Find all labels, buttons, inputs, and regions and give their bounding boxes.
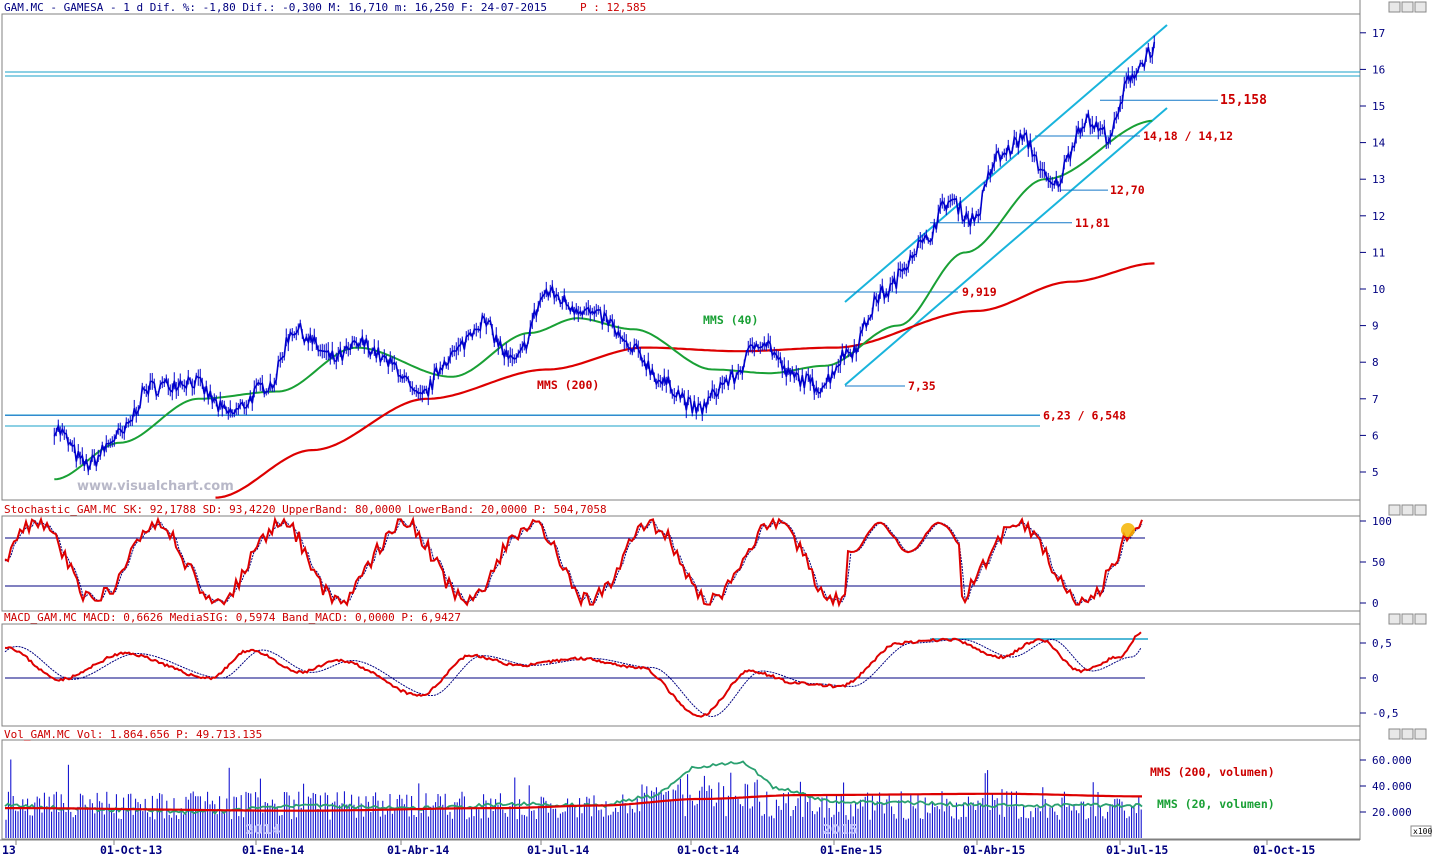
price-tick-label: 5 bbox=[1372, 466, 1379, 479]
volume-panel: Vol_GAM.MC Vol: 1.864.656 P: 49.713.135 … bbox=[4, 728, 1432, 838]
level-labels: 15,158 14,18 / 14,12 12,70 11,81 9,919 7,35 6,… bbox=[908, 93, 1267, 422]
volume-tick-label: 20.000 bbox=[1372, 806, 1412, 819]
vol-panel-controls[interactable] bbox=[1388, 728, 1427, 740]
stoch-sk-line bbox=[4, 515, 1143, 608]
volume-tick-label: 40.000 bbox=[1372, 780, 1412, 793]
restore-icon[interactable] bbox=[1401, 1, 1414, 13]
restore-icon[interactable] bbox=[1401, 728, 1414, 740]
macd-y-axis: 0,5 0 -0,5 bbox=[1360, 637, 1399, 720]
volume-bars bbox=[5, 759, 1142, 838]
price-tick-label: 16 bbox=[1372, 63, 1385, 76]
level-label: 12,70 bbox=[1110, 183, 1145, 197]
close-icon[interactable] bbox=[1414, 613, 1427, 625]
stoch-tick-label: 0 bbox=[1372, 597, 1379, 610]
channel-upper-line bbox=[844, 24, 1168, 303]
level-label: 15,158 bbox=[1220, 93, 1267, 108]
stoch-tick-label: 100 bbox=[1372, 515, 1392, 528]
x-tick-label: 01-Ene-14 bbox=[242, 843, 304, 857]
price-tick-label: 15 bbox=[1372, 100, 1385, 113]
x-tick-label: 01-Jul-14 bbox=[527, 843, 589, 857]
volume-unit-box bbox=[1410, 825, 1432, 837]
price-bar-marks bbox=[53, 35, 1155, 476]
volume-sma200-line bbox=[5, 792, 1142, 812]
macd-tick-label: 0,5 bbox=[1372, 637, 1392, 650]
year-mark-2014: 2014 bbox=[245, 823, 281, 838]
mms200-line bbox=[215, 262, 1155, 499]
x-tick-label: 01-Oct-13 bbox=[100, 843, 162, 857]
macd-panel: MACD_GAM.MC MACD: 0,6626 MediaSIG: 0,597… bbox=[4, 611, 1399, 720]
x-tick-label: 01-Abr-14 bbox=[387, 843, 449, 857]
x-tick-label: 13 bbox=[2, 843, 16, 857]
price-tick-label: 6 bbox=[1372, 429, 1379, 442]
x-axis: 13 01-Oct-13 01-Ene-14 01-Abr-14 01-Jul-14 01… bbox=[0, 839, 1360, 857]
level-label: 6,23 / 6,548 bbox=[1043, 408, 1126, 422]
x-tick-label: 01-Oct-15 bbox=[1253, 843, 1315, 857]
chart-title: GAM.MC - GAMESA - 1 d Dif. %: -1,80 Dif.… bbox=[4, 1, 547, 14]
title-bar: GAM.MC - GAMESA - 1 d Dif. %: -1,80 Dif.… bbox=[4, 1, 646, 14]
price-tick-label: 10 bbox=[1372, 283, 1385, 296]
price-tick-label: 12 bbox=[1372, 210, 1385, 223]
panel-frames bbox=[1, 0, 1361, 840]
level-label: 14,18 / 14,12 bbox=[1143, 129, 1233, 143]
stochastic-panel: Stochastic_GAM.MC SK: 92,1788 SD: 93,422… bbox=[4, 503, 1392, 610]
price-tick-label: 14 bbox=[1372, 137, 1386, 150]
macd-panel-controls[interactable] bbox=[1388, 613, 1427, 625]
price-panel: 17 16 15 14 13 12 11 10 9 8 7 6 5 MMS (40) MMS (200)… bbox=[5, 24, 1386, 499]
watermark: www.visualchart.com bbox=[77, 479, 234, 494]
macd-signal-line bbox=[4, 638, 1142, 718]
volume-y-axis: 60.000 40.000 20.000 bbox=[1360, 754, 1412, 819]
stochastic-header: Stochastic_GAM.MC SK: 92,1788 SD: 93,422… bbox=[4, 503, 607, 516]
close-icon[interactable] bbox=[1414, 504, 1427, 516]
stoch-marker bbox=[1121, 523, 1135, 537]
price-p-label: P : 12,585 bbox=[580, 1, 646, 14]
minimize-icon[interactable] bbox=[1388, 728, 1401, 740]
x-tick-label: 01-Abr-15 bbox=[963, 843, 1025, 857]
price-line bbox=[53, 41, 1156, 474]
volume-tick-label: 60.000 bbox=[1372, 754, 1412, 767]
volume-unit-label: x100 bbox=[1413, 827, 1432, 836]
macd-tick-label: 0 bbox=[1372, 672, 1379, 685]
panel-controls[interactable] bbox=[1388, 1, 1427, 740]
price-tick-label: 9 bbox=[1372, 320, 1379, 333]
price-tick-label: 8 bbox=[1372, 356, 1379, 369]
close-icon[interactable] bbox=[1414, 1, 1427, 13]
price-panel-controls[interactable] bbox=[1388, 1, 1427, 13]
minimize-icon[interactable] bbox=[1388, 504, 1401, 516]
level-label: 9,919 bbox=[962, 285, 997, 299]
level-label: 11,81 bbox=[1075, 216, 1110, 230]
price-tick-label: 7 bbox=[1372, 393, 1379, 406]
mms200-label: MMS (200) bbox=[537, 378, 599, 392]
volume-header: Vol_GAM.MC Vol: 1.864.656 P: 49.713.135 bbox=[4, 728, 262, 741]
volume-sma20-label: MMS (20, volumen) bbox=[1157, 797, 1275, 811]
stoch-panel-controls[interactable] bbox=[1388, 504, 1427, 516]
channel-lower-line bbox=[844, 107, 1168, 386]
price-y-axis: 17 16 15 14 13 12 11 10 9 8 7 6 5 bbox=[1360, 27, 1386, 479]
x-tick-label: 01-Ene-15 bbox=[820, 843, 882, 857]
stoch-y-axis: 100 50 0 bbox=[1360, 515, 1392, 610]
macd-line bbox=[4, 631, 1142, 718]
minimize-icon[interactable] bbox=[1388, 613, 1401, 625]
price-tick-label: 17 bbox=[1372, 27, 1385, 40]
volume-sma200-label: MMS (200, volumen) bbox=[1150, 765, 1275, 779]
year-mark-2015: 2015 bbox=[822, 823, 858, 838]
minimize-icon[interactable] bbox=[1388, 1, 1401, 13]
close-icon[interactable] bbox=[1414, 728, 1427, 740]
x-tick-label: 01-Oct-14 bbox=[677, 843, 739, 857]
restore-icon[interactable] bbox=[1401, 613, 1414, 625]
price-tick-label: 11 bbox=[1372, 246, 1385, 259]
stoch-sd-line bbox=[4, 518, 1143, 606]
mms40-label: MMS (40) bbox=[703, 313, 758, 327]
stoch-tick-label: 50 bbox=[1372, 556, 1385, 569]
level-label: 7,35 bbox=[908, 379, 936, 393]
restore-icon[interactable] bbox=[1401, 504, 1414, 516]
price-tick-label: 13 bbox=[1372, 173, 1385, 186]
x-tick-label: 01-Jul-15 bbox=[1106, 843, 1168, 857]
level-lines bbox=[5, 99, 1218, 416]
macd-tick-label: -0,5 bbox=[1372, 707, 1399, 720]
macd-header: MACD_GAM.MC MACD: 0,6626 MediaSIG: 0,597… bbox=[4, 611, 461, 624]
